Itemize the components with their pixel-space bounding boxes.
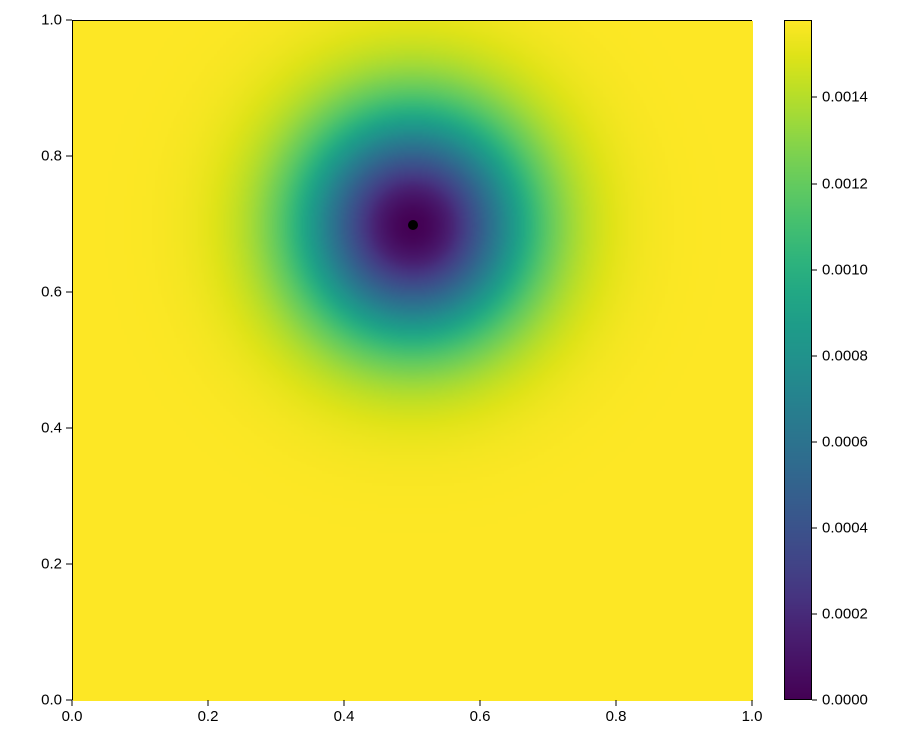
colorbar-tick-mark [812,527,817,528]
plot-area [72,20,752,700]
y-tick-mark [66,700,72,701]
colorbar [784,20,812,700]
x-tick-mark [72,700,73,706]
x-tick-mark [616,700,617,706]
colorbar-tick-label: 0.0000 [822,692,868,709]
y-tick-label: 0.8 [41,148,62,165]
colorbar-tick-mark [812,269,817,270]
y-tick-mark [66,428,72,429]
x-tick-label: 0.0 [62,708,83,725]
y-tick-mark [66,564,72,565]
colorbar-tick-mark [812,355,817,356]
y-tick-label: 1.0 [41,12,62,29]
heatmap-canvas [73,21,753,701]
x-tick-label: 0.4 [334,708,355,725]
x-tick-label: 0.2 [198,708,219,725]
colorbar-tick-label: 0.0010 [822,261,868,278]
colorbar-tick-label: 0.0006 [822,433,868,450]
colorbar-canvas [785,21,811,699]
y-tick-label: 0.6 [41,284,62,301]
x-tick-label: 0.6 [470,708,491,725]
x-tick-mark [208,700,209,706]
colorbar-tick-label: 0.0002 [822,605,868,622]
x-tick-mark [344,700,345,706]
colorbar-tick-label: 0.0004 [822,519,868,536]
y-tick-label: 0.0 [41,692,62,709]
x-tick-mark [480,700,481,706]
colorbar-tick-label: 0.0012 [822,175,868,192]
x-tick-label: 1.0 [742,708,763,725]
y-tick-label: 0.4 [41,420,62,437]
colorbar-tick-mark [812,613,817,614]
colorbar-tick-label: 0.0008 [822,347,868,364]
colorbar-tick-mark [812,97,817,98]
x-tick-mark [752,700,753,706]
chart-container: 0.0 0.2 0.4 0.6 0.8 1.0 0.0 0.2 0.4 0.6 0.8 1.0 0.… [0,0,912,734]
colorbar-tick-mark [812,441,817,442]
colorbar-tick-mark [812,700,817,701]
colorbar-tick-mark [812,183,817,184]
y-tick-mark [66,20,72,21]
colorbar-tick-label: 0.0014 [822,89,868,106]
x-tick-label: 0.8 [606,708,627,725]
y-tick-mark [66,156,72,157]
y-tick-mark [66,292,72,293]
y-tick-label: 0.2 [41,556,62,573]
